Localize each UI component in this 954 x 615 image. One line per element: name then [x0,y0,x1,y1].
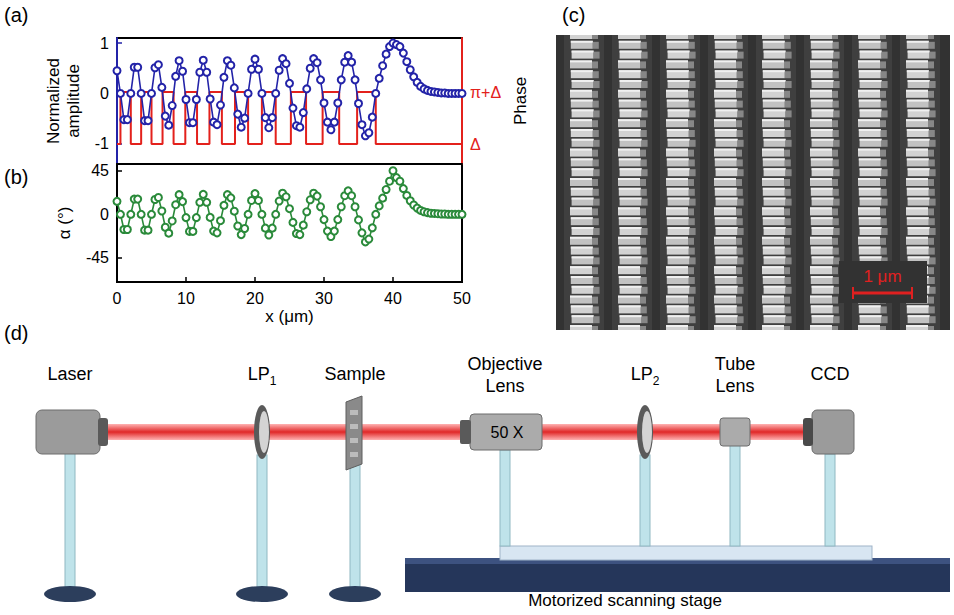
svg-text:1: 1 [100,35,109,52]
svg-text:1 μm: 1 μm [863,267,901,286]
svg-text:Motorized scanning stage: Motorized scanning stage [528,591,722,610]
svg-text:50 X: 50 X [491,424,524,441]
html-text:(b): (b) [4,166,29,188]
html-text:(d): (d) [4,322,29,344]
svg-text:Phase: Phase [511,77,530,125]
svg-text:Laser: Laser [47,364,92,384]
svg-text:-1: -1 [95,135,109,152]
svg-text:50: 50 [453,290,471,307]
svg-text:LP2: LP2 [631,364,660,388]
svg-text:Sample: Sample [324,364,385,384]
svg-text:CCD: CCD [811,364,850,384]
svg-text:Objective: Objective [467,354,542,374]
svg-text:π+Δ: π+Δ [470,84,501,101]
svg-text:40: 40 [384,290,402,307]
svg-text:Δ: Δ [470,136,481,153]
svg-text:0: 0 [100,85,109,102]
svg-text:x (μm): x (μm) [265,307,314,326]
svg-text:Tube: Tube [715,354,755,374]
svg-text:Lens: Lens [485,376,524,396]
svg-text:30: 30 [315,290,333,307]
html-text:(a): (a) [4,4,29,26]
svg-text:Normalized: Normalized [44,58,63,144]
svg-text:Lens: Lens [715,376,754,396]
svg-text:LP1: LP1 [248,364,277,388]
svg-text:45: 45 [91,162,109,179]
svg-text:amplitude: amplitude [64,64,83,138]
svg-text:20: 20 [246,290,264,307]
svg-text:0: 0 [100,206,109,223]
svg-text:α (°): α (°) [55,207,74,240]
svg-text:0: 0 [113,290,122,307]
svg-text:-45: -45 [86,249,109,266]
html-text:(c): (c) [562,4,586,26]
svg-text:10: 10 [177,290,195,307]
